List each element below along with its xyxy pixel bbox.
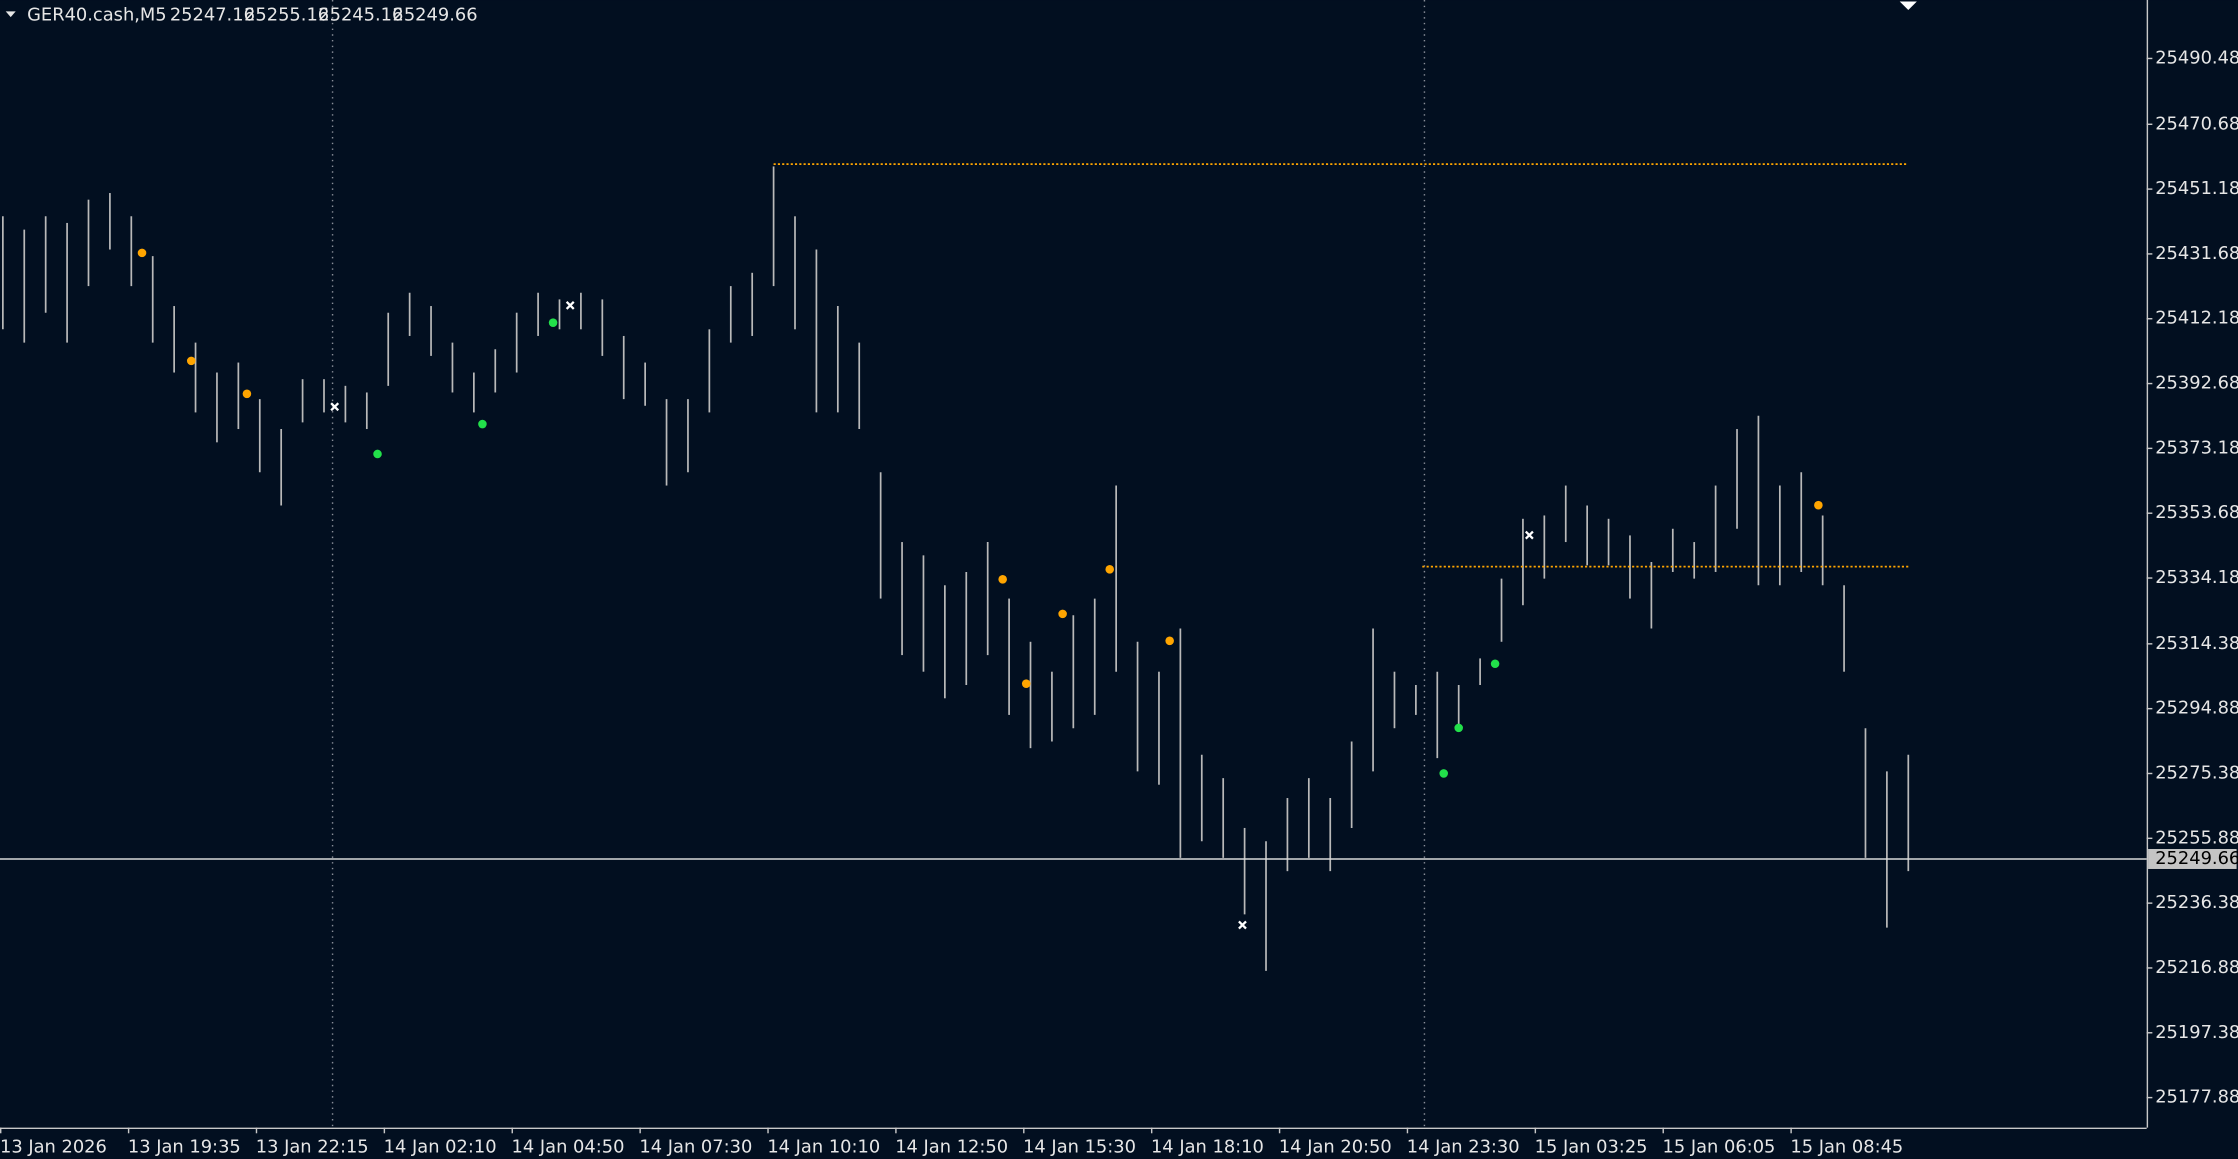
y-tick-label: 25177.88 (2155, 1087, 2238, 1108)
x-tick-label: 14 Jan 12:50 (895, 1137, 1008, 1158)
buy-signal (1439, 769, 1448, 778)
buy-signal (373, 449, 382, 459)
current-price-label: 25249.66 (2155, 848, 2238, 869)
ohlc-value: 25249.66 (393, 5, 478, 26)
y-tick-label: 25236.38 (2155, 892, 2238, 913)
sell-signal (1058, 609, 1067, 619)
y-tick-label: 25197.38 (2155, 1022, 2238, 1043)
y-tick-label: 25314.38 (2155, 633, 2238, 654)
buy-signal (1490, 659, 1500, 669)
symbol: GER40.cash,M5 (27, 5, 167, 26)
buy-signal (548, 318, 558, 327)
exit-marker (565, 301, 575, 310)
y-tick-label: 25216.88 (2155, 957, 2238, 978)
x-tick-label: 14 Jan 07:30 (639, 1137, 752, 1158)
sell-signal (137, 248, 147, 258)
y-tick-label: 25255.88 (2155, 827, 2238, 848)
sell-signal (242, 389, 252, 399)
x-tick-label: 13 Jan 19:35 (128, 1137, 241, 1158)
sell-signal (998, 575, 1007, 584)
x-tick-label: 14 Jan 20:50 (1279, 1137, 1392, 1158)
y-tick-label: 25412.18 (2155, 308, 2238, 329)
ohlc-value: 25255.16 (244, 5, 329, 26)
x-tick-label: 14 Jan 23:30 (1407, 1137, 1520, 1158)
x-tick-label: 14 Jan 04:50 (512, 1137, 625, 1158)
sell-signal (1814, 500, 1823, 510)
y-tick-label: 25334.18 (2155, 567, 2238, 588)
y-tick-label: 25470.68 (2155, 113, 2238, 134)
y-tick-label: 25353.68 (2155, 502, 2238, 523)
sell-signal (186, 356, 196, 366)
x-tick-label: 13 Jan 2026 (0, 1137, 107, 1158)
y-tick-label: 25490.48 (2155, 47, 2238, 68)
sell-signal (1105, 565, 1115, 574)
ohlc-value: 25247.16 (170, 5, 255, 26)
exit-marker (1524, 530, 1534, 540)
x-tick-label: 14 Jan 02:10 (384, 1137, 497, 1158)
x-tick-label: 13 Jan 22:15 (256, 1137, 369, 1158)
x-tick-label: 14 Jan 10:10 (767, 1137, 880, 1158)
y-tick-label: 25431.68 (2155, 243, 2238, 264)
current-price-box (2148, 848, 2237, 869)
exit-marker (330, 402, 340, 412)
buy-signal (1454, 723, 1463, 733)
y-tick-label: 25294.88 (2155, 698, 2238, 719)
sell-signal (1021, 679, 1031, 688)
y-tick-label: 25392.68 (2155, 373, 2238, 394)
header-toggle[interactable] (5, 11, 16, 18)
ohlc-value: 25245.16 (318, 5, 403, 26)
exit-marker (1238, 920, 1247, 930)
x-tick-label: 15 Jan 03:25 (1535, 1137, 1648, 1158)
y-tick-label: 25451.18 (2155, 178, 2238, 199)
x-tick-label: 14 Jan 15:30 (1023, 1137, 1136, 1158)
shift-marker[interactable] (1899, 1, 1917, 11)
buy-signal (478, 419, 487, 429)
x-tick-label: 15 Jan 08:45 (1790, 1137, 1903, 1158)
y-tick-label: 25275.38 (2155, 762, 2238, 783)
x-tick-label: 15 Jan 06:05 (1663, 1137, 1776, 1158)
x-tick-label: 14 Jan 18:10 (1151, 1137, 1264, 1158)
sell-signal (1165, 636, 1174, 646)
y-tick-label: 25373.18 (2155, 437, 2238, 458)
